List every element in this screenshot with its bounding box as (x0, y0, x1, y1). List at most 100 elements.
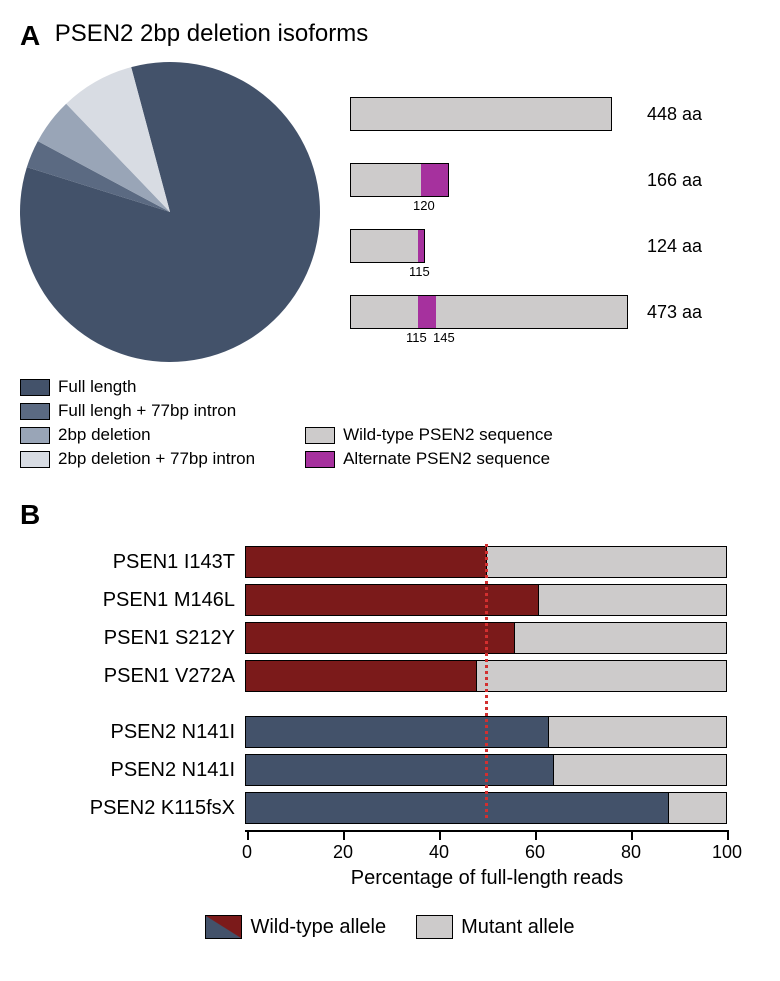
isoform-aa-label: 473 aa (647, 302, 702, 323)
bar-mut-segment (539, 585, 726, 615)
legend-label: Alternate PSEN2 sequence (343, 449, 550, 469)
bar-wt-segment (246, 755, 554, 785)
isoform-segment (418, 296, 436, 328)
legend-label: 2bp deletion + 77bp intron (58, 449, 255, 469)
bar-track (245, 584, 727, 616)
bar-row: PSEN1 S212Y (55, 622, 760, 654)
isoform-row: 448 aa (350, 97, 702, 131)
bar-wt-segment (246, 717, 549, 747)
panel-b: B PSEN1 I143TPSEN1 M146LPSEN1 S212YPSEN1… (20, 499, 760, 939)
bar-track (245, 754, 727, 786)
bar-chart: PSEN1 I143T PSEN1 M146L PSEN1 S212Y PSEN1 V… (55, 546, 760, 890)
bar-row: PSEN1 V272A (55, 660, 760, 692)
legend-label: Wild-type PSEN2 sequence (343, 425, 553, 445)
axis-tick (727, 830, 729, 840)
x-axis-title: Percentage of full-length reads (245, 867, 729, 890)
axis-tick-label: 40 (429, 842, 449, 863)
legend-item: Full lengh + 77bp intron (20, 401, 255, 421)
axis-tick-label: 60 (525, 842, 545, 863)
bar-track (245, 716, 727, 748)
legend-swatch (20, 403, 50, 420)
legend-item: Full length (20, 377, 255, 397)
isoform-segment (436, 296, 627, 328)
isoform-aa-label: 124 aa (647, 236, 702, 257)
bar-label: PSEN1 V272A (55, 665, 235, 688)
legend-swatch (416, 915, 453, 939)
position-label: 115 (406, 330, 427, 345)
panel-b-label: B (20, 499, 40, 531)
isoform-aa-label: 448 aa (647, 104, 702, 125)
pie-chart (20, 62, 320, 362)
isoform-segment (418, 230, 424, 262)
axis-tick (247, 830, 249, 840)
isoform-segment (351, 98, 611, 130)
legend-swatch (20, 451, 50, 468)
isoform-bar: 115 (350, 229, 425, 263)
axis-tick-label: 100 (712, 842, 742, 863)
bar-track (245, 792, 727, 824)
legend-label: Mutant allele (461, 916, 574, 939)
bar-wt-segment (246, 547, 487, 577)
legend-item: 2bp deletion + 77bp intron (20, 449, 255, 469)
bar-label: PSEN1 S212Y (55, 627, 235, 650)
bar-wt-segment (246, 623, 515, 653)
isoform-segment (421, 164, 448, 196)
isoform-bar: 120 (350, 163, 449, 197)
bar-mut-segment (669, 793, 726, 823)
panel-a-title: PSEN2 2bp deletion isoforms (55, 20, 369, 48)
axis-tick (535, 830, 537, 840)
axis-tick (631, 830, 633, 840)
bar-row: PSEN1 I143T (55, 546, 760, 578)
legend-swatch (205, 915, 242, 939)
panel-a: A PSEN2 2bp deletion isoforms 448 aa1201… (20, 20, 760, 469)
bar-row: PSEN2 N141I (55, 716, 760, 748)
bar-mut-segment (487, 547, 727, 577)
bar-mut-segment (477, 661, 726, 691)
isoform-segment (351, 296, 418, 328)
bar-mut-segment (554, 755, 726, 785)
legend-item: Wild-type PSEN2 sequence (305, 425, 553, 445)
bar-mut-segment (515, 623, 726, 653)
panel-a-legend: Full length Full lengh + 77bp intron 2bp d… (20, 377, 760, 469)
bar-wt-segment (246, 793, 669, 823)
bar-track (245, 660, 727, 692)
legend-swatch (305, 427, 335, 444)
bar-label: PSEN1 I143T (55, 551, 235, 574)
bar-row: PSEN2 K115fsX (55, 792, 760, 824)
isoform-bar: 115145 (350, 295, 628, 329)
isoform-segment (351, 230, 418, 262)
bar-row: PSEN1 M146L (55, 584, 760, 616)
isoform-aa-label: 166 aa (647, 170, 702, 191)
axis-tick-label: 80 (621, 842, 641, 863)
legend-swatch (20, 427, 50, 444)
bar-wt-segment (246, 661, 477, 691)
bar-label: PSEN2 N141I (55, 721, 235, 744)
position-label: 115 (409, 264, 430, 279)
axis-tick (439, 830, 441, 840)
bar-wt-segment (246, 585, 539, 615)
legend-item: Wild-type allele (205, 915, 386, 939)
legend-item: 2bp deletion (20, 425, 255, 445)
bar-row: PSEN2 N141I (55, 754, 760, 786)
panel-b-legend: Wild-type allele Mutant allele (20, 915, 760, 939)
axis-tick-label: 20 (333, 842, 353, 863)
legend-swatch (305, 451, 335, 468)
isoform-diagrams: 448 aa120166 aa115124 aa115145473 aa (350, 97, 702, 361)
bar-label: PSEN2 K115fsX (55, 797, 235, 820)
axis-tick-label: 0 (242, 842, 252, 863)
isoform-row: 115 124 aa (350, 229, 702, 263)
bar-track (245, 622, 727, 654)
position-label: 145 (433, 330, 455, 345)
bar-label: PSEN1 M146L (55, 589, 235, 612)
bar-label: PSEN2 N141I (55, 759, 235, 782)
legend-swatch (20, 379, 50, 396)
isoform-row: 120 166 aa (350, 163, 702, 197)
legend-label: 2bp deletion (58, 425, 151, 445)
isoform-segment (351, 164, 421, 196)
axis-tick (343, 830, 345, 840)
legend-label: Wild-type allele (250, 916, 386, 939)
bar-mut-segment (549, 717, 726, 747)
legend-item: Mutant allele (416, 915, 574, 939)
bar-track (245, 546, 727, 578)
isoform-bar (350, 97, 612, 131)
